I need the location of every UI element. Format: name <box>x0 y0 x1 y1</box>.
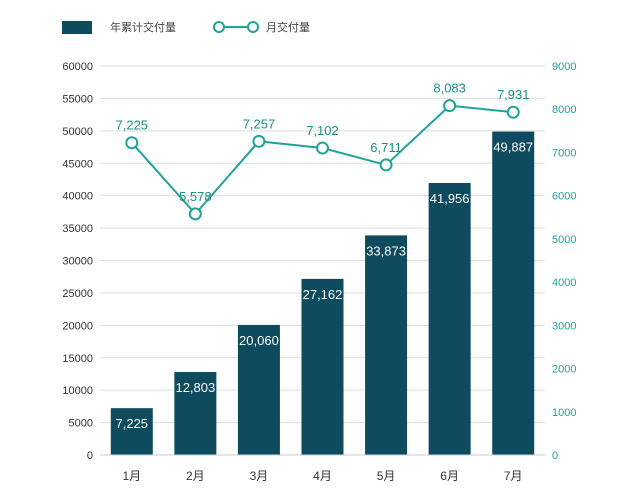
bar-data-label: 7,225 <box>116 416 149 431</box>
y-right-tick: 7000 <box>552 147 576 159</box>
x-tick-label: 3月 <box>250 469 269 483</box>
x-tick-label: 5月 <box>377 469 396 483</box>
legend: 年累计交付量 月交付量 <box>62 20 310 34</box>
line-point <box>379 158 393 172</box>
y-right-tick: 3000 <box>552 320 576 332</box>
bar-data-label: 41,956 <box>430 191 470 206</box>
y-right-tick: 1000 <box>552 407 576 419</box>
bar <box>428 182 471 455</box>
bars: 7,225 12,803 20,060 27,162 33,873 41,956 49,88… <box>110 131 535 455</box>
line-data-label: 5,578 <box>179 189 212 204</box>
y-right-tick: 2000 <box>552 364 576 376</box>
bar-data-label: 49,887 <box>493 140 533 155</box>
bar-data-label: 12,803 <box>175 380 215 395</box>
bar <box>301 278 344 455</box>
y-left-tick: 60000 <box>62 61 93 73</box>
y-left-tick: 55000 <box>62 93 93 105</box>
y-left-tick: 5000 <box>69 418 93 430</box>
line-point <box>125 136 139 150</box>
line-point <box>188 207 202 221</box>
bar <box>110 408 153 455</box>
y-left-tick: 30000 <box>62 256 93 268</box>
bar-data-label: 33,873 <box>366 243 406 258</box>
line-series: 7,225 5,578 7,257 7,102 6,711 8,083 7,931 <box>116 81 530 221</box>
line-data-label: 6,711 <box>370 140 402 155</box>
y-left-tick: 15000 <box>62 353 93 365</box>
bar <box>492 131 535 455</box>
line-data-label: 7,257 <box>243 116 276 131</box>
line-data-label: 7,102 <box>306 123 339 138</box>
y-left-tick: 20000 <box>62 320 93 332</box>
bar <box>365 235 408 455</box>
x-tick-label: 2月 <box>186 469 205 483</box>
line-point <box>252 134 266 148</box>
bar-data-label: 27,162 <box>303 287 343 302</box>
x-tick-label: 6月 <box>440 469 459 483</box>
y-left-tick: 45000 <box>62 158 93 170</box>
y-right-tick: 8000 <box>552 104 576 116</box>
bar <box>237 324 280 455</box>
x-tick-label: 7月 <box>504 469 523 483</box>
legend-bar-swatch <box>62 21 92 34</box>
y-right-tick: 4000 <box>552 277 576 289</box>
y-right-tick: 6000 <box>552 191 576 203</box>
y-left-tick: 0 <box>87 450 93 462</box>
line-point <box>506 105 520 119</box>
line-data-label: 7,931 <box>497 87 530 102</box>
y-left-tick: 40000 <box>62 191 93 203</box>
y-left-tick: 50000 <box>62 126 93 138</box>
y-left-tick: 35000 <box>62 223 93 235</box>
line-data-label: 8,083 <box>433 81 466 96</box>
x-tick-label: 4月 <box>313 469 332 483</box>
y-right-tick: 0 <box>552 450 558 462</box>
y-left-tick: 10000 <box>62 385 93 397</box>
axes: 0500010000150002000025000300003500040000… <box>62 61 576 483</box>
x-tick-label: 1月 <box>122 469 141 483</box>
bar-data-label: 20,060 <box>239 333 279 348</box>
line-data-label: 7,225 <box>116 118 149 133</box>
legend-line-marker-right <box>247 21 259 33</box>
legend-line-marker-left <box>213 21 225 33</box>
legend-bar-label: 年累计交付量 <box>110 20 176 34</box>
line-point <box>443 99 457 113</box>
y-right-tick: 9000 <box>552 61 576 73</box>
legend-line-label: 月交付量 <box>266 20 310 34</box>
y-left-tick: 25000 <box>62 288 93 300</box>
y-right-tick: 5000 <box>552 234 576 246</box>
line-point <box>316 141 329 155</box>
bar <box>174 371 217 455</box>
